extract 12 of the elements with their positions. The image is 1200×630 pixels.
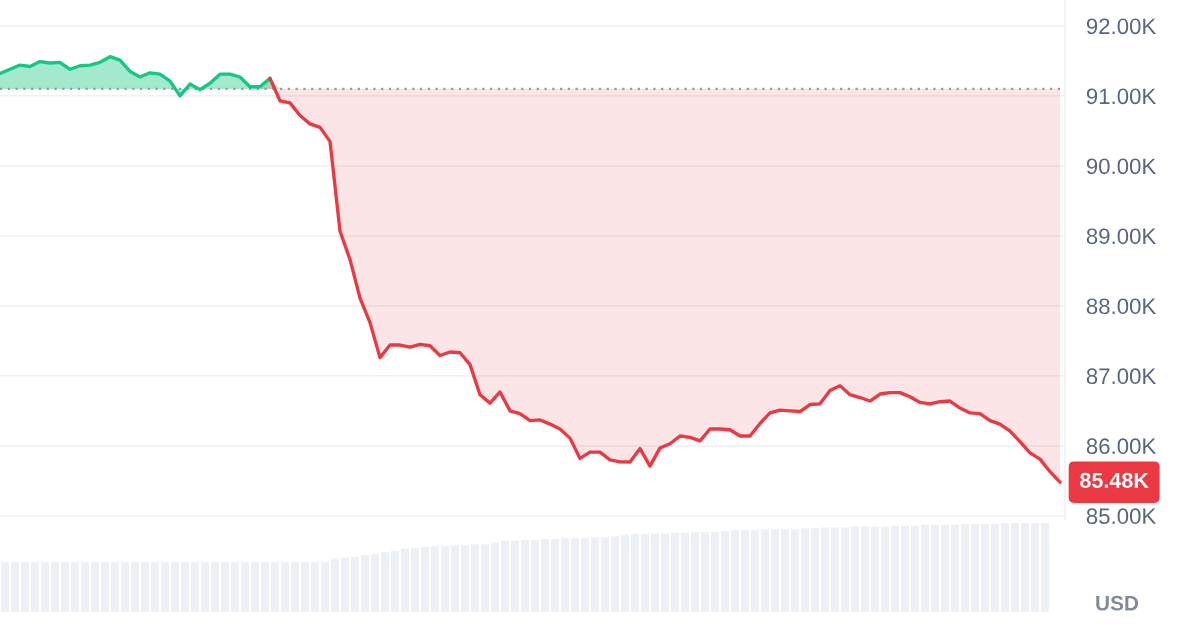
y-tick-label: 86.00K <box>1086 438 1157 455</box>
line-series <box>268 76 1062 484</box>
y-tick-label: 92.00K <box>1086 18 1157 35</box>
y-tick-label: 88.00K <box>1086 298 1157 315</box>
data-label: 85.48K <box>1080 472 1149 488</box>
y-tick-label: 91.00K <box>1086 88 1157 105</box>
y-tick-label: 85.00K <box>1086 508 1157 525</box>
y-tick-label: 89.00K <box>1086 228 1157 245</box>
y-axis-title: USD <box>1096 595 1139 611</box>
y-tick-label: 87.00K <box>1086 368 1157 385</box>
line-series <box>0 55 272 98</box>
y-tick-label: 90.00K <box>1086 158 1157 175</box>
